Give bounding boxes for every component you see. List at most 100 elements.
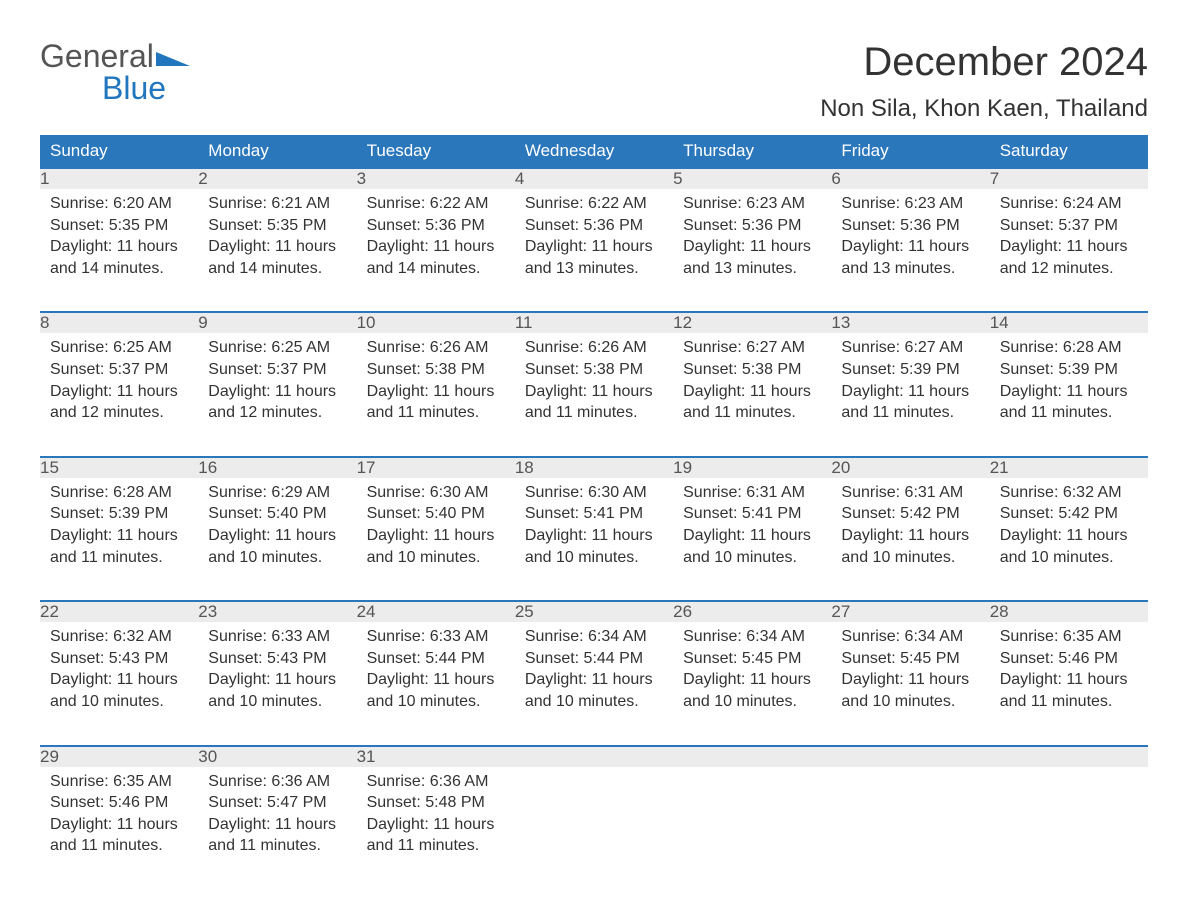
- day1-line: Daylight: 11 hours: [50, 236, 188, 258]
- sunrise-line: Sunrise: 6:34 AM: [841, 626, 979, 648]
- col-fri: Friday: [831, 135, 989, 168]
- day-number: 9: [198, 312, 356, 333]
- day1-line: Daylight: 11 hours: [208, 814, 346, 836]
- day-number: 22: [40, 601, 198, 622]
- day-cell: Sunrise: 6:26 AMSunset: 5:38 PMDaylight:…: [515, 333, 673, 441]
- day1-line: Daylight: 11 hours: [683, 669, 821, 691]
- day-cell: Sunrise: 6:33 AMSunset: 5:43 PMDaylight:…: [198, 622, 356, 730]
- day-cell: Sunrise: 6:25 AMSunset: 5:37 PMDaylight:…: [198, 333, 356, 441]
- page-title: December 2024: [820, 40, 1148, 85]
- logo-word2: Blue: [40, 72, 190, 104]
- sunset-line: Sunset: 5:41 PM: [525, 503, 663, 525]
- sunrise-line: Sunrise: 6:30 AM: [525, 482, 663, 504]
- day-cell: Sunrise: 6:29 AMSunset: 5:40 PMDaylight:…: [198, 478, 356, 586]
- day2-line: and 10 minutes.: [50, 691, 188, 713]
- sunset-line: Sunset: 5:46 PM: [1000, 648, 1138, 670]
- day2-line: and 11 minutes.: [1000, 691, 1138, 713]
- sunset-line: Sunset: 5:37 PM: [50, 359, 188, 381]
- day1-line: Daylight: 11 hours: [683, 381, 821, 403]
- day-cell: Sunrise: 6:28 AMSunset: 5:39 PMDaylight:…: [990, 333, 1148, 441]
- sunrise-line: Sunrise: 6:25 AM: [50, 337, 188, 359]
- day-cell: Sunrise: 6:34 AMSunset: 5:45 PMDaylight:…: [831, 622, 989, 730]
- day-number: 6: [831, 168, 989, 189]
- col-thu: Thursday: [673, 135, 831, 168]
- day2-line: and 10 minutes.: [525, 547, 663, 569]
- sunrise-line: Sunrise: 6:27 AM: [683, 337, 821, 359]
- sunset-line: Sunset: 5:39 PM: [50, 503, 188, 525]
- sunrise-line: Sunrise: 6:33 AM: [367, 626, 505, 648]
- day-cell: Sunrise: 6:30 AMSunset: 5:40 PMDaylight:…: [357, 478, 515, 586]
- day1-line: Daylight: 11 hours: [683, 525, 821, 547]
- day2-line: and 12 minutes.: [1000, 258, 1138, 280]
- day-cell: [673, 767, 831, 875]
- day-number: [831, 746, 989, 767]
- day1-line: Daylight: 11 hours: [1000, 525, 1138, 547]
- day-cell: Sunrise: 6:36 AMSunset: 5:48 PMDaylight:…: [357, 767, 515, 875]
- day-cell: Sunrise: 6:23 AMSunset: 5:36 PMDaylight:…: [673, 189, 831, 297]
- sunset-line: Sunset: 5:37 PM: [208, 359, 346, 381]
- day2-line: and 10 minutes.: [683, 691, 821, 713]
- day1-line: Daylight: 11 hours: [841, 381, 979, 403]
- sunset-line: Sunset: 5:36 PM: [525, 215, 663, 237]
- day1-line: Daylight: 11 hours: [683, 236, 821, 258]
- day2-line: and 11 minutes.: [50, 547, 188, 569]
- day1-line: Daylight: 11 hours: [1000, 381, 1138, 403]
- day1-line: Daylight: 11 hours: [841, 525, 979, 547]
- day-content-row: Sunrise: 6:35 AMSunset: 5:46 PMDaylight:…: [40, 767, 1148, 875]
- day1-line: Daylight: 11 hours: [367, 381, 505, 403]
- day-number: 28: [990, 601, 1148, 622]
- day1-line: Daylight: 11 hours: [208, 236, 346, 258]
- sunset-line: Sunset: 5:40 PM: [367, 503, 505, 525]
- day1-line: Daylight: 11 hours: [1000, 669, 1138, 691]
- day-number: 14: [990, 312, 1148, 333]
- day1-line: Daylight: 11 hours: [367, 669, 505, 691]
- logo-word1: General: [40, 40, 154, 72]
- sunrise-line: Sunrise: 6:23 AM: [683, 193, 821, 215]
- day-cell: Sunrise: 6:31 AMSunset: 5:41 PMDaylight:…: [673, 478, 831, 586]
- sunrise-line: Sunrise: 6:33 AM: [208, 626, 346, 648]
- day-number: 3: [357, 168, 515, 189]
- sunset-line: Sunset: 5:47 PM: [208, 792, 346, 814]
- day-content-row: Sunrise: 6:32 AMSunset: 5:43 PMDaylight:…: [40, 622, 1148, 730]
- sunrise-line: Sunrise: 6:36 AM: [208, 771, 346, 793]
- day-number-row: 1234567: [40, 168, 1148, 189]
- col-wed: Wednesday: [515, 135, 673, 168]
- day-cell: Sunrise: 6:21 AMSunset: 5:35 PMDaylight:…: [198, 189, 356, 297]
- day-number: 29: [40, 746, 198, 767]
- day1-line: Daylight: 11 hours: [525, 525, 663, 547]
- day-number: 19: [673, 457, 831, 478]
- calendar-table: Sunday Monday Tuesday Wednesday Thursday…: [40, 135, 1148, 875]
- day1-line: Daylight: 11 hours: [367, 814, 505, 836]
- day-number: 4: [515, 168, 673, 189]
- day-number: 7: [990, 168, 1148, 189]
- sunset-line: Sunset: 5:39 PM: [841, 359, 979, 381]
- sunrise-line: Sunrise: 6:31 AM: [841, 482, 979, 504]
- day-number: 16: [198, 457, 356, 478]
- sunrise-line: Sunrise: 6:36 AM: [367, 771, 505, 793]
- day-number: 18: [515, 457, 673, 478]
- day-cell: Sunrise: 6:28 AMSunset: 5:39 PMDaylight:…: [40, 478, 198, 586]
- col-tue: Tuesday: [357, 135, 515, 168]
- day-cell: Sunrise: 6:34 AMSunset: 5:44 PMDaylight:…: [515, 622, 673, 730]
- week-spacer: [40, 586, 1148, 601]
- week-spacer: [40, 442, 1148, 457]
- sunset-line: Sunset: 5:35 PM: [208, 215, 346, 237]
- day2-line: and 10 minutes.: [367, 691, 505, 713]
- calendar-body: 1234567Sunrise: 6:20 AMSunset: 5:35 PMDa…: [40, 168, 1148, 875]
- day-number: 8: [40, 312, 198, 333]
- day-number-row: 293031: [40, 746, 1148, 767]
- day2-line: and 10 minutes.: [1000, 547, 1138, 569]
- sunset-line: Sunset: 5:43 PM: [208, 648, 346, 670]
- day-header-row: Sunday Monday Tuesday Wednesday Thursday…: [40, 135, 1148, 168]
- day1-line: Daylight: 11 hours: [208, 381, 346, 403]
- day1-line: Daylight: 11 hours: [525, 669, 663, 691]
- sunrise-line: Sunrise: 6:35 AM: [50, 771, 188, 793]
- sunrise-line: Sunrise: 6:26 AM: [525, 337, 663, 359]
- sunset-line: Sunset: 5:48 PM: [367, 792, 505, 814]
- sunset-line: Sunset: 5:44 PM: [525, 648, 663, 670]
- day2-line: and 13 minutes.: [841, 258, 979, 280]
- day-cell: Sunrise: 6:22 AMSunset: 5:36 PMDaylight:…: [357, 189, 515, 297]
- logo: General Blue: [40, 40, 190, 104]
- day-cell: Sunrise: 6:35 AMSunset: 5:46 PMDaylight:…: [40, 767, 198, 875]
- sunset-line: Sunset: 5:37 PM: [1000, 215, 1138, 237]
